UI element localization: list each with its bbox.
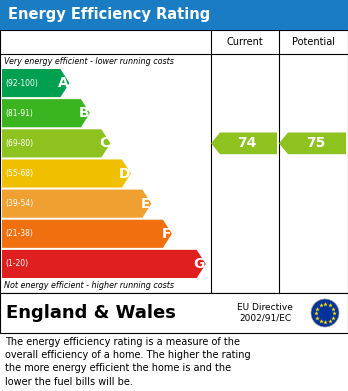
Text: Not energy efficient - higher running costs: Not energy efficient - higher running co…: [4, 282, 174, 291]
Text: E: E: [141, 197, 150, 211]
Polygon shape: [279, 133, 346, 154]
Text: (92-100): (92-100): [5, 79, 38, 88]
Text: (55-68): (55-68): [5, 169, 33, 178]
Text: G: G: [193, 257, 205, 271]
Text: (39-54): (39-54): [5, 199, 33, 208]
Text: England & Wales: England & Wales: [6, 304, 176, 322]
Text: 74: 74: [238, 136, 257, 151]
Text: Potential: Potential: [292, 37, 335, 47]
Text: (81-91): (81-91): [5, 109, 33, 118]
Text: Energy Efficiency Rating: Energy Efficiency Rating: [8, 7, 210, 23]
Text: (1-20): (1-20): [5, 260, 28, 269]
Text: F: F: [161, 227, 171, 241]
Text: B: B: [78, 106, 89, 120]
Polygon shape: [2, 190, 151, 218]
Text: A: A: [58, 76, 69, 90]
Text: C: C: [99, 136, 109, 151]
Text: Current: Current: [227, 37, 263, 47]
Text: The energy efficiency rating is a measure of the
overall efficiency of a home. T: The energy efficiency rating is a measur…: [5, 337, 251, 387]
Polygon shape: [2, 129, 110, 158]
Bar: [0, 293, 348, 333]
Bar: [0, 0, 348, 30]
Bar: [0, 30, 348, 293]
Text: D: D: [118, 167, 130, 181]
Text: Very energy efficient - lower running costs: Very energy efficient - lower running co…: [4, 57, 174, 66]
Polygon shape: [2, 160, 131, 188]
Polygon shape: [2, 99, 90, 127]
Text: (21-38): (21-38): [5, 229, 33, 238]
Circle shape: [311, 299, 339, 327]
Polygon shape: [2, 69, 69, 97]
Polygon shape: [211, 133, 277, 154]
Text: 75: 75: [306, 136, 325, 151]
Polygon shape: [2, 220, 172, 248]
Polygon shape: [2, 250, 206, 278]
Text: EU Directive
2002/91/EC: EU Directive 2002/91/EC: [237, 303, 293, 323]
Text: (69-80): (69-80): [5, 139, 33, 148]
